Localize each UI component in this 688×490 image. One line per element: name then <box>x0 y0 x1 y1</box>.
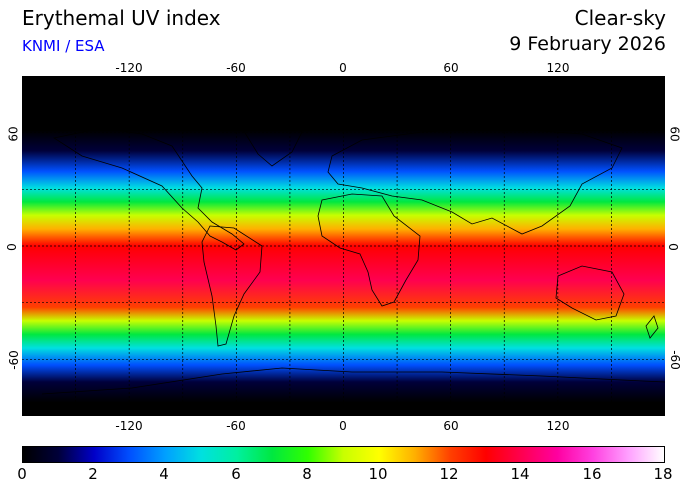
sky-condition: Clear-sky <box>574 6 666 30</box>
lon-tick-top: 60 <box>443 61 459 75</box>
colorbar-tick: 16 <box>582 465 602 483</box>
lat-tick-right: 60 <box>667 126 682 142</box>
uv-colorbar <box>22 446 665 463</box>
lon-tick-bottom: 0 <box>339 419 347 433</box>
lat-tick-right: 0 <box>665 243 680 251</box>
uv-map-svg <box>22 76 665 416</box>
coast-antarctica <box>41 367 665 395</box>
coast-greenland <box>241 121 303 167</box>
coast-north-america <box>52 127 245 251</box>
lon-tick-top: -60 <box>226 61 246 75</box>
lat-tick-left: 0 <box>4 243 19 251</box>
lon-tick-bottom: 120 <box>546 419 570 433</box>
lat-lon-grid <box>22 76 665 416</box>
title: Erythemal UV index <box>22 6 221 30</box>
colorbar-tick: 0 <box>17 465 27 483</box>
colorbar-tick: 8 <box>302 465 312 483</box>
lat-tick-left: -60 <box>6 350 21 370</box>
lon-tick-bottom: -60 <box>226 419 246 433</box>
lon-tick-bottom: -120 <box>115 419 143 433</box>
lon-tick-top: 0 <box>339 61 347 75</box>
colorbar-tick: 4 <box>159 465 169 483</box>
coast-new-zealand <box>645 315 659 339</box>
date: 9 February 2026 <box>509 33 666 55</box>
colorbar-tick: 14 <box>510 465 530 483</box>
lon-tick-top: -120 <box>115 61 143 75</box>
colorbar-tick: 12 <box>439 465 459 483</box>
lon-tick-top: 120 <box>546 61 570 75</box>
colorbar-tick: 18 <box>653 465 673 483</box>
coast-australia <box>555 265 625 321</box>
uv-map: -120 -60 0 60 120 -120 -60 0 60 120 60 0… <box>5 62 682 432</box>
lat-tick-left: 60 <box>6 126 21 142</box>
colorbar-tick: 2 <box>88 465 98 483</box>
coast-africa <box>317 193 421 307</box>
lon-tick-bottom: 60 <box>443 419 459 433</box>
credit: KNMI / ESA <box>22 37 105 55</box>
colorbar-tick: 10 <box>368 465 388 483</box>
lat-tick-right: -60 <box>667 350 682 370</box>
colorbar-tick: 6 <box>231 465 241 483</box>
